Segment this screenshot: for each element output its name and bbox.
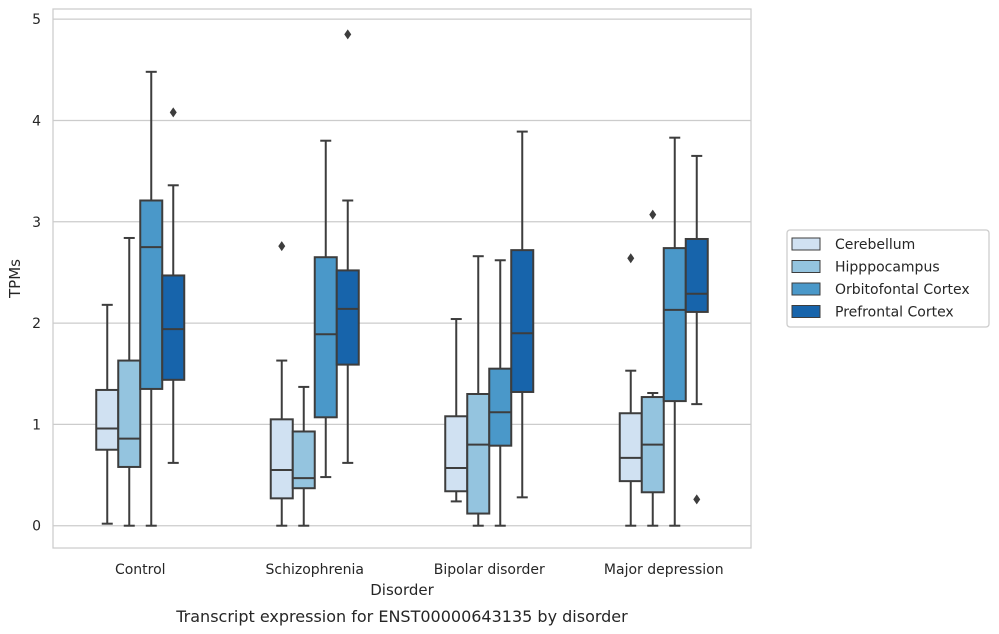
box-1-1 xyxy=(291,385,316,527)
outlier-point xyxy=(169,107,177,118)
y-tick-label: 4 xyxy=(32,113,41,129)
y-axis-title: TPMs xyxy=(6,259,24,299)
outlier-point xyxy=(649,209,657,220)
y-tick-label: 2 xyxy=(32,316,41,332)
box-0-3 xyxy=(618,253,643,527)
box-iqr xyxy=(161,274,186,381)
box-0-0 xyxy=(95,303,120,525)
y-tick-label: 3 xyxy=(32,215,41,231)
box-0-2 xyxy=(444,318,469,503)
box-plot-series xyxy=(95,29,709,527)
box-1-3 xyxy=(640,209,665,527)
box-iqr xyxy=(662,247,687,403)
box-0-1 xyxy=(269,241,294,527)
x-axis-title: Disorder xyxy=(370,581,434,599)
x-tick-label: Control xyxy=(115,562,166,578)
outlier-point xyxy=(344,29,352,40)
box-1-0 xyxy=(117,236,142,527)
box-iqr xyxy=(335,269,360,366)
y-tick-label: 5 xyxy=(32,12,41,28)
legend-swatch xyxy=(791,260,821,273)
box-iqr xyxy=(444,415,469,493)
chart-caption: Transcript expression for ENST0000064313… xyxy=(175,607,628,626)
box-2-3 xyxy=(662,136,687,527)
box-2-2 xyxy=(488,259,513,527)
box-1-2 xyxy=(466,255,491,527)
box-iqr xyxy=(618,412,643,483)
box-iqr xyxy=(510,249,535,393)
box-iqr xyxy=(269,418,294,500)
box-3-3 xyxy=(684,154,709,505)
box-3-1 xyxy=(335,29,360,464)
y-tick-labels: 0 1 2 3 4 5 xyxy=(32,12,41,535)
legend-swatch xyxy=(791,282,821,296)
legend-entry: Hipppocampus xyxy=(835,260,940,276)
outlier-point xyxy=(693,494,701,505)
box-iqr xyxy=(117,359,142,468)
outlier-point xyxy=(278,241,286,252)
legend-entry: Orbitofontal Cortex xyxy=(835,282,970,298)
legend-entry: Cerebellum xyxy=(835,237,915,253)
outlier-point xyxy=(627,253,635,264)
y-tick-label: 0 xyxy=(32,519,41,535)
box-iqr xyxy=(488,367,513,447)
legend: Cerebellum Hipppocampus Orbitofontal Corte… xyxy=(786,229,990,328)
box-iqr xyxy=(139,199,164,390)
box-iqr xyxy=(95,388,120,451)
box-iqr xyxy=(684,237,709,313)
legend-frame xyxy=(786,229,990,328)
legend-swatch xyxy=(791,305,821,318)
box-2-1 xyxy=(313,139,338,479)
box-2-0 xyxy=(139,70,164,527)
box-iqr xyxy=(291,430,316,490)
x-tick-labels: Control Schizophrenia Bipolar disorder Majo… xyxy=(115,562,724,578)
legend-swatch xyxy=(791,237,821,251)
y-tick-label: 1 xyxy=(32,417,41,433)
box-3-2 xyxy=(510,130,535,499)
legend-entry: Prefrontal Cortex xyxy=(835,305,954,321)
box-iqr xyxy=(313,256,338,419)
x-tick-label: Major depression xyxy=(604,562,724,578)
box-iqr xyxy=(466,393,491,515)
box-3-0 xyxy=(161,107,186,464)
x-tick-label: Schizophrenia xyxy=(266,562,364,578)
x-tick-label: Bipolar disorder xyxy=(434,562,545,578)
plot-frame xyxy=(52,8,752,549)
